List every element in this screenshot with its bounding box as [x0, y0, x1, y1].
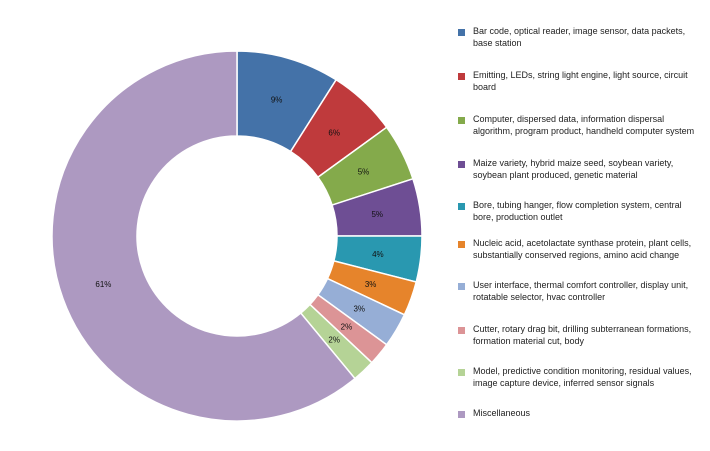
legend-label: Emitting, LEDs, string light engine, lig…: [473, 70, 688, 92]
slice-10: [51, 50, 356, 422]
legend-item-6: Nucleic acid, acetolactate synthase prot…: [458, 238, 703, 261]
legend-item-8: Cutter, rotary drag bit, drilling subter…: [458, 324, 703, 347]
legend-item-4: Maize variety, hybrid maize seed, soybea…: [458, 158, 703, 181]
legend-swatch: [458, 203, 465, 210]
legend-label: User interface, thermal comfort controll…: [473, 280, 689, 302]
legend-item-1: Bar code, optical reader, image sensor, …: [458, 26, 703, 49]
legend-label: Computer, dispersed data, information di…: [473, 114, 695, 136]
data-label-4: 5%: [371, 210, 383, 219]
legend-item-7: User interface, thermal comfort controll…: [458, 280, 703, 303]
legend-swatch: [458, 73, 465, 80]
data-label-1: 9%: [271, 96, 283, 105]
legend-label: Bar code, optical reader, image sensor, …: [473, 26, 686, 48]
donut-slices: [51, 50, 423, 422]
data-label-3: 5%: [358, 168, 370, 177]
legend-swatch: [458, 327, 465, 334]
legend-label: Nucleic acid, acetolactate synthase prot…: [473, 238, 692, 260]
legend-swatch: [458, 411, 465, 418]
legend-swatch: [458, 29, 465, 36]
data-label-5: 4%: [372, 250, 384, 259]
legend-item-9: Model, predictive condition monitoring, …: [458, 366, 703, 389]
legend-item-5: Bore, tubing hanger, flow completion sys…: [458, 200, 703, 223]
legend-item-10: Miscellaneous: [458, 408, 703, 420]
data-label-9: 2%: [328, 336, 340, 345]
legend-swatch: [458, 117, 465, 124]
data-labels: 9% 6% 5% 5% 4% 3% 3% 2%2% 61%: [95, 96, 383, 345]
legend-label: Miscellaneous: [473, 408, 531, 418]
data-label-10: 61%: [95, 280, 111, 289]
data-label-8: 2%: [341, 323, 353, 332]
data-label-6: 3%: [365, 280, 377, 289]
legend-swatch: [458, 283, 465, 290]
data-label-7: 3%: [353, 304, 365, 313]
legend-label: Bore, tubing hanger, flow completion sys…: [473, 200, 682, 222]
legend-swatch: [458, 241, 465, 248]
legend-label: Maize variety, hybrid maize seed, soybea…: [473, 158, 674, 180]
legend-label: Model, predictive condition monitoring, …: [473, 366, 692, 388]
data-label-2: 6%: [328, 128, 340, 137]
legend-item-3: Computer, dispersed data, information di…: [458, 114, 703, 137]
legend-swatch: [458, 161, 465, 168]
legend-label: Cutter, rotary drag bit, drilling subter…: [473, 324, 692, 346]
legend-item-2: Emitting, LEDs, string light engine, lig…: [458, 70, 703, 93]
legend-swatch: [458, 369, 465, 376]
